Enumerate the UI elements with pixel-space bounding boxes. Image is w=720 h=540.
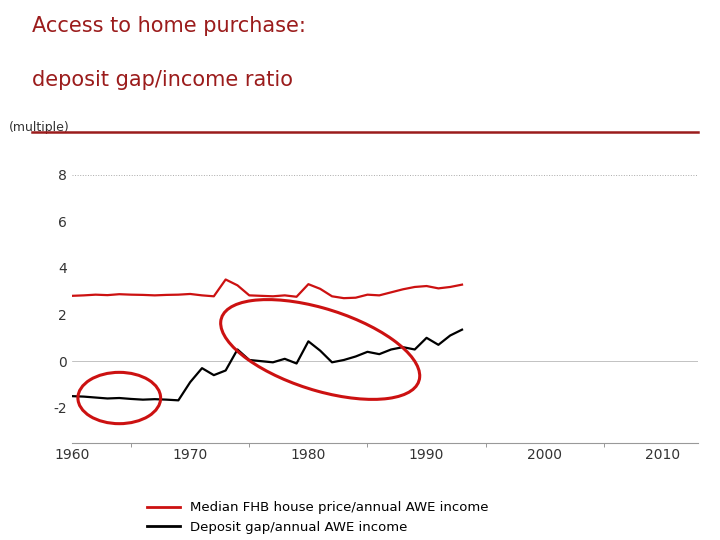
Text: (multiple): (multiple) xyxy=(9,121,70,134)
Legend: Median FHB house price/annual AWE income, Deposit gap/annual AWE income: Median FHB house price/annual AWE income… xyxy=(141,496,494,539)
Text: deposit gap/income ratio: deposit gap/income ratio xyxy=(32,70,294,90)
Text: Access to home purchase:: Access to home purchase: xyxy=(32,16,306,36)
